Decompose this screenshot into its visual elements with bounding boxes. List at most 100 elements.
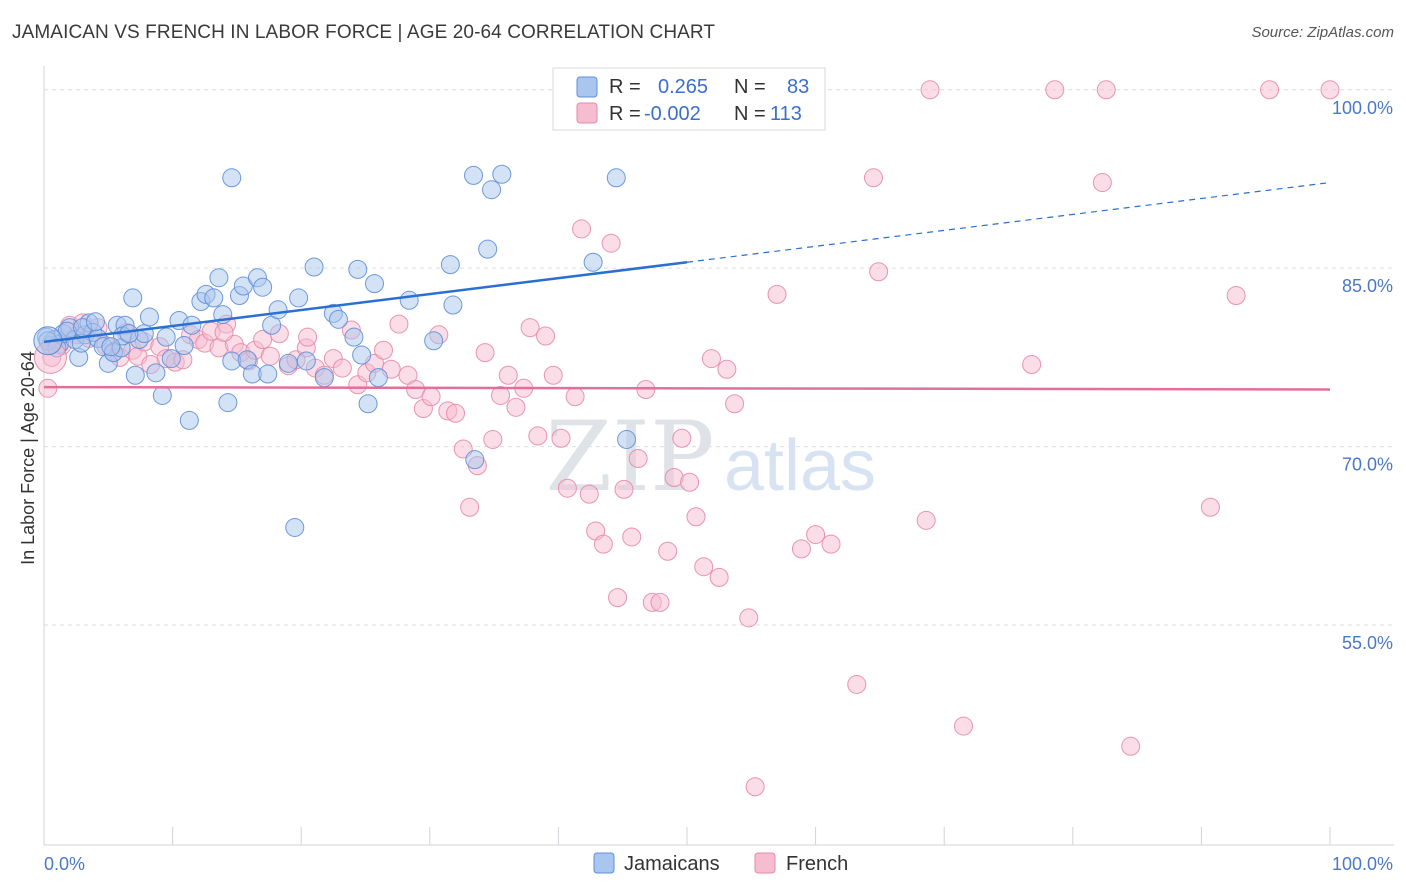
french-point-47 — [389, 314, 409, 334]
french-point-51 — [421, 387, 441, 407]
legend-r-label-2: R = — [609, 103, 641, 125]
french-point-114 — [214, 322, 234, 342]
french-trend-line — [43, 385, 1331, 391]
french-point-87 — [686, 507, 706, 527]
french-point-64 — [520, 318, 540, 338]
french-point-113 — [1320, 80, 1340, 100]
legend-r-label-1: R = — [609, 76, 641, 98]
french-point-78 — [622, 527, 642, 547]
french-point-82 — [650, 592, 670, 612]
jamaicans-point-63 — [399, 290, 419, 310]
french-point-68 — [551, 428, 571, 448]
french-point-40 — [332, 358, 352, 378]
bottom-legend: Jamaicans French — [593, 852, 848, 875]
watermark-atlas: atlas — [724, 426, 876, 506]
french-point-49 — [406, 379, 426, 399]
french-point-76 — [608, 588, 628, 608]
french-point-96 — [791, 539, 811, 559]
jamaicans-point-65 — [440, 255, 460, 275]
y-tick-label-55: 55.0% — [1342, 633, 1393, 653]
y-axis-label: In Labor Force | Age 20-64 — [18, 351, 38, 565]
legend-swatch-french — [576, 102, 598, 124]
french-point-65 — [528, 426, 548, 446]
french-point-107 — [1092, 173, 1112, 193]
french-point-71 — [572, 219, 592, 239]
jamaicans-point-72 — [583, 252, 603, 272]
french-point-80 — [636, 379, 656, 399]
jamaicans-point-64 — [424, 331, 444, 351]
jamaicans-point-47 — [268, 300, 288, 320]
jamaicans-point-74 — [617, 429, 637, 449]
french-point-115 — [298, 327, 318, 347]
french-point-86 — [680, 472, 700, 492]
french-point-79 — [628, 448, 648, 468]
french-point-109 — [1121, 736, 1141, 756]
french-point-58 — [475, 343, 495, 363]
jamaicans-point-68 — [464, 165, 484, 185]
jamaicans-point-69 — [478, 239, 498, 259]
french-point-56 — [460, 497, 480, 517]
french-point-103 — [920, 80, 940, 100]
y-tick-labels: 55.0% 70.0% 85.0% 100.0% — [1332, 98, 1393, 653]
french-point-85 — [672, 428, 692, 448]
trend-lines — [43, 181, 1331, 391]
jamaicans-point-36 — [218, 393, 238, 413]
french-point-97 — [806, 525, 826, 545]
french-point-95 — [767, 284, 787, 304]
french-point-32 — [260, 346, 280, 366]
jamaicans-point-58 — [352, 345, 372, 365]
legend-n-value-2: 113 — [770, 103, 802, 125]
jamaicans-point-34 — [204, 288, 224, 308]
french-point-61 — [498, 365, 518, 385]
jamaicans-point-25 — [152, 385, 172, 405]
jamaicans-point-73 — [606, 168, 626, 188]
jamaicans-point-26 — [156, 327, 176, 347]
french-point-93 — [739, 608, 759, 628]
bottom-legend-swatch-jamaicans — [593, 852, 615, 874]
jamaicans-trend-line — [43, 260, 688, 344]
jamaicans-point-52 — [296, 351, 316, 371]
legend-box: R = 0.265 N = 83 R = -0.002 N = 113 — [552, 67, 826, 131]
french-point-67 — [543, 365, 563, 385]
jamaicans-point-60 — [348, 259, 368, 279]
data-points — [33, 80, 1340, 797]
jamaicans-point-70 — [482, 180, 502, 200]
jamaicans-point-50 — [285, 517, 305, 537]
jamaicans-point-23 — [139, 307, 159, 327]
legend-n-value-1: 83 — [787, 76, 809, 98]
french-point-88 — [694, 557, 714, 577]
jamaicans-point-27 — [161, 349, 181, 369]
jamaicans-point-24 — [146, 363, 166, 383]
jamaicans-point-57 — [344, 327, 364, 347]
jamaicans-point-62 — [368, 368, 388, 388]
french-point-105 — [1022, 355, 1042, 375]
french-point-102 — [916, 510, 936, 530]
jamaicans-point-67 — [465, 450, 485, 470]
jamaicans-point-35 — [209, 268, 229, 288]
french-point-77 — [614, 479, 634, 499]
legend-r-value-1: 0.265 — [658, 76, 708, 98]
french-point-108 — [1096, 80, 1116, 100]
french-point-111 — [1226, 286, 1246, 306]
french-point-31 — [253, 330, 273, 350]
bottom-legend-french: French — [786, 853, 848, 875]
jamaicans-point-66 — [443, 295, 463, 315]
jamaicans-point-49 — [222, 168, 242, 188]
french-point-59 — [483, 429, 503, 449]
jamaicans-point-45 — [258, 364, 278, 384]
legend-r-value-2: -0.002 — [644, 103, 701, 125]
french-point-94 — [745, 777, 765, 797]
jamaicans-point-18 — [123, 288, 143, 308]
french-point-98 — [821, 534, 841, 554]
french-point-45 — [374, 340, 394, 360]
french-point-83 — [658, 541, 678, 561]
french-point-112 — [1260, 80, 1280, 100]
french-point-74 — [593, 534, 613, 554]
jamaicans-point-48 — [278, 353, 298, 373]
french-point-89 — [701, 349, 721, 369]
bottom-legend-swatch-french — [754, 852, 776, 874]
y-tick-label-100: 100.0% — [1332, 98, 1393, 118]
french-point-54 — [446, 403, 466, 423]
jamaicans-point-44 — [253, 277, 273, 297]
